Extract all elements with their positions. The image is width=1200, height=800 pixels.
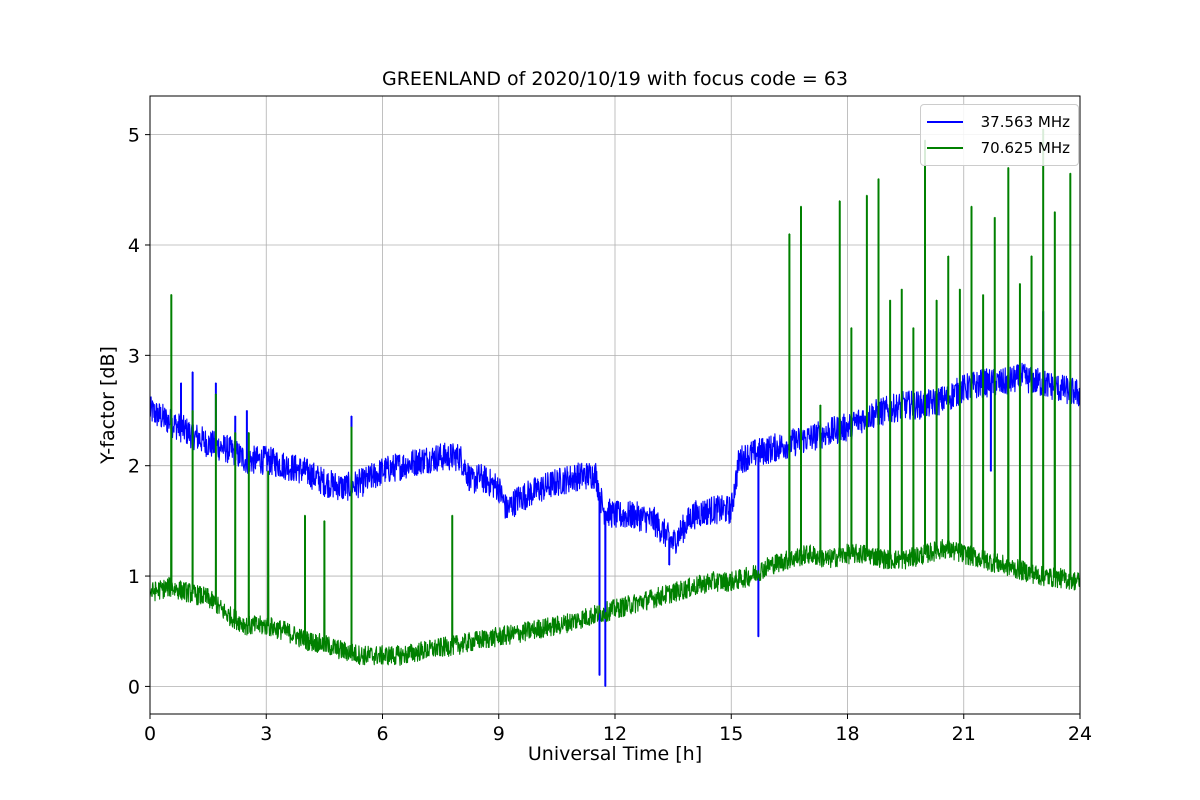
legend-label: 37.563 MHz (980, 113, 1070, 131)
x-tick-label: 6 (376, 723, 388, 745)
y-tick-label: 4 (128, 235, 140, 257)
series-70-625-mhz (150, 128, 1080, 666)
plot-series (150, 128, 1080, 687)
legend-swatch-green (926, 147, 963, 149)
x-tick-label: 18 (835, 723, 859, 745)
y-tick-label: 5 (128, 125, 140, 147)
y-tick-label: 2 (128, 456, 140, 478)
grid-lines (149, 96, 1081, 714)
x-tick-label: 24 (1068, 723, 1092, 745)
legend-swatch-blue (926, 121, 963, 123)
x-tick-label: 3 (260, 723, 272, 745)
legend: 37.563 MHz 70.625 MHz (919, 104, 1079, 166)
y-tick-label: 1 (128, 566, 140, 588)
chart-title: GREENLAND of 2020/10/19 with focus code … (381, 68, 849, 90)
y-tick-label: 3 (128, 345, 140, 367)
x-tick-label: 15 (719, 723, 743, 745)
legend-entry-37-563: 37.563 MHz (926, 109, 1070, 135)
x-tick-label: 21 (952, 723, 976, 745)
x-tick-label: 0 (144, 723, 156, 745)
x-tick-label: 12 (603, 723, 627, 745)
x-tick-label: 9 (493, 723, 505, 745)
legend-label: 70.625 MHz (980, 139, 1070, 157)
x-axis-label: Universal Time [h] (527, 743, 703, 765)
legend-entry-70-625: 70.625 MHz (926, 135, 1070, 161)
y-tick-label: 0 (128, 676, 140, 698)
